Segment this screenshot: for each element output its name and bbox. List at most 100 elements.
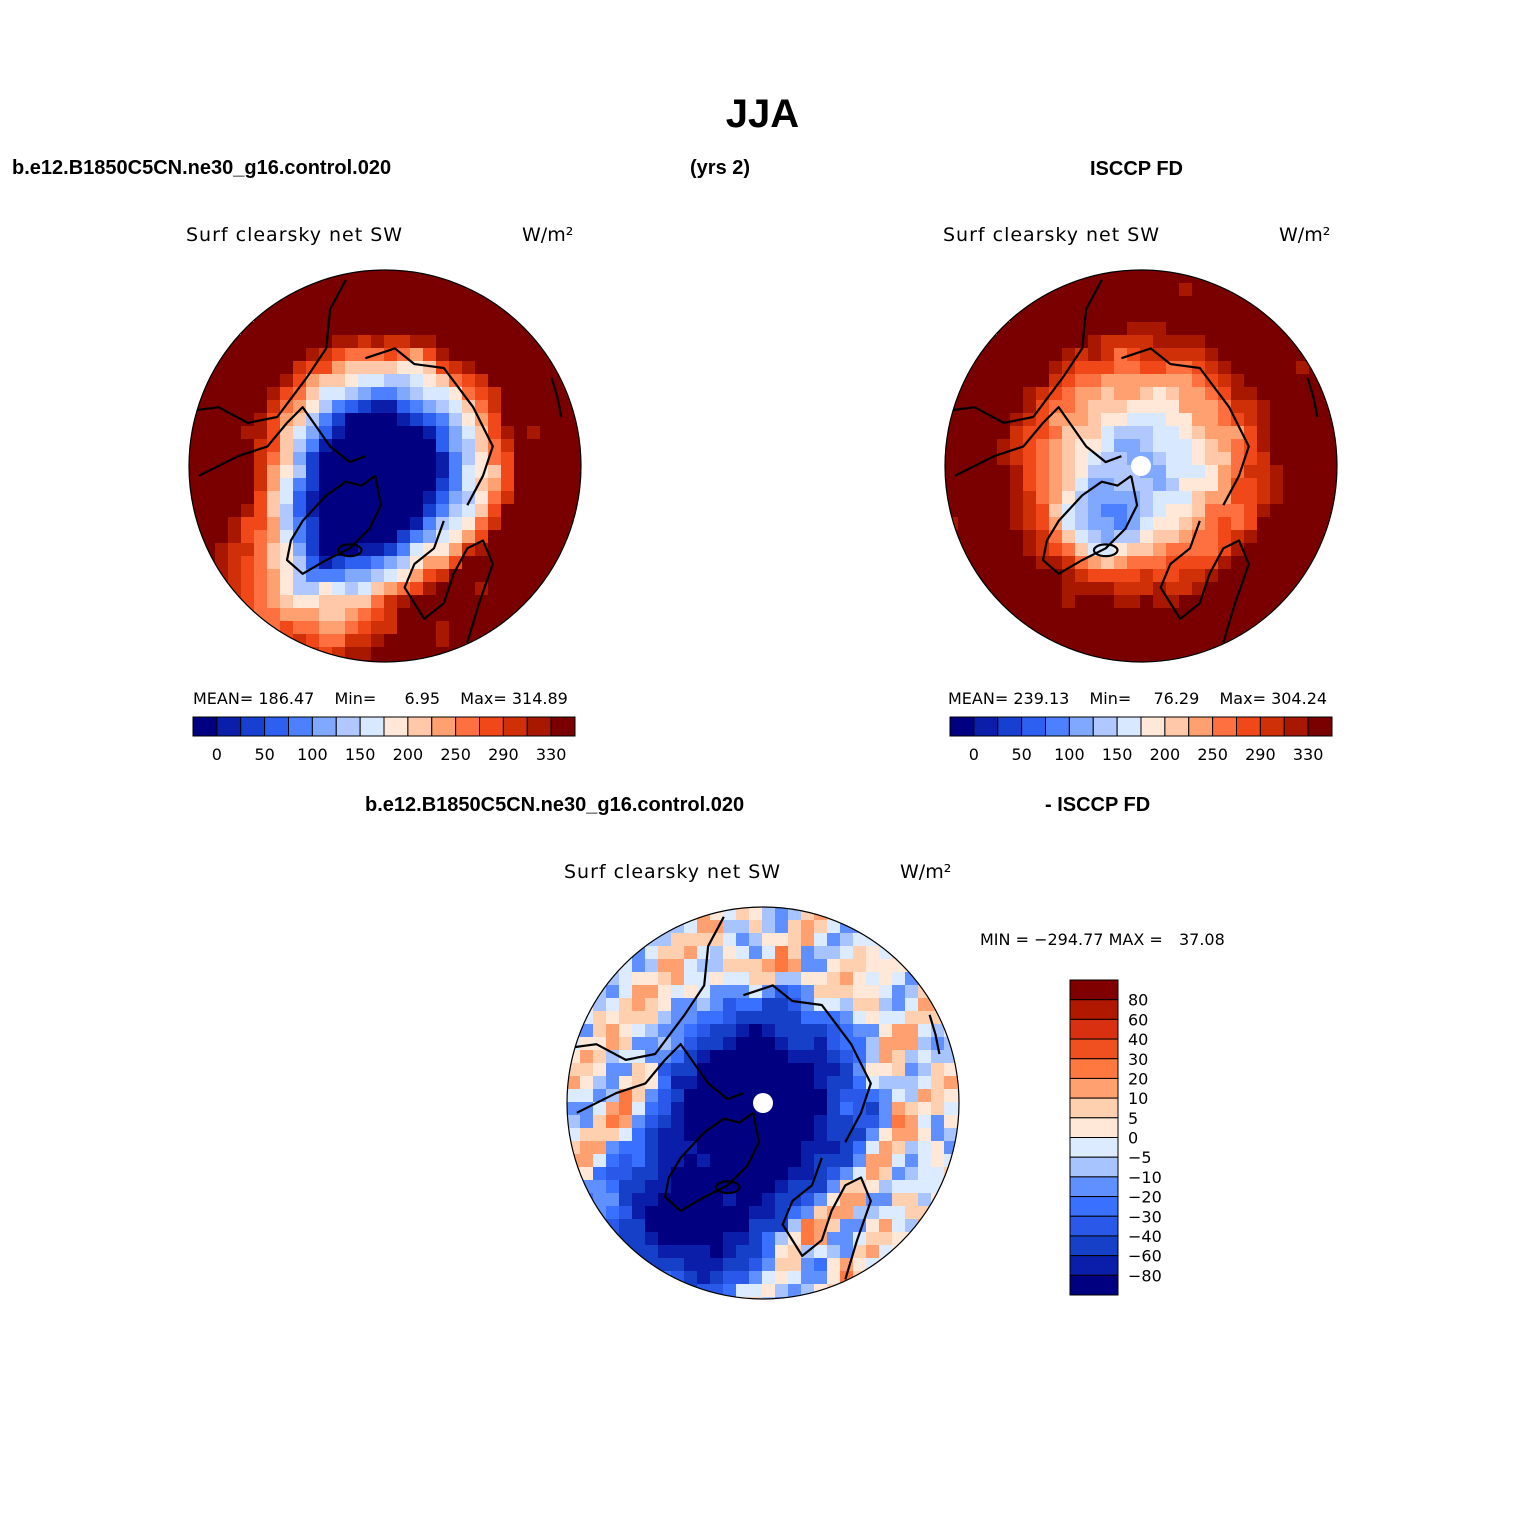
diff-map xyxy=(566,906,960,1300)
colorbar-box xyxy=(407,716,433,737)
colorbar-tick-label: 290 xyxy=(488,745,519,764)
colorbar-tick-label: 330 xyxy=(1293,745,1324,764)
panel3-stats: MIN = −294.77 MAX = 37.08 xyxy=(980,930,1225,949)
colorbar-tick-label: 0 xyxy=(212,745,222,764)
europe-coast xyxy=(1159,520,1250,643)
colorbar-box xyxy=(192,716,218,737)
min-label: MIN = xyxy=(980,930,1029,949)
siberia-coast xyxy=(1121,347,1250,506)
mean-value: 239.13 xyxy=(1013,689,1070,708)
colorbar-box xyxy=(1021,716,1046,737)
mean-label: MEAN= xyxy=(193,689,254,708)
alaska-coast xyxy=(567,916,725,1061)
colorbar-tick-label: 50 xyxy=(1011,745,1031,764)
colorbar-tick-label: 100 xyxy=(1054,745,1085,764)
island-coast xyxy=(1306,377,1319,418)
pole-mask xyxy=(1131,456,1151,476)
colorbar-box xyxy=(1116,716,1142,737)
min-label: Min= xyxy=(334,689,377,708)
panel1-units: W/m² xyxy=(522,224,574,246)
page-title: JJA xyxy=(725,92,800,136)
panel2-title: Surf clearsky net SW xyxy=(943,224,1161,246)
colorbar-box xyxy=(1069,1235,1119,1257)
colorbar-box xyxy=(1259,716,1285,737)
colorbar-box xyxy=(288,716,313,737)
colorbar-box xyxy=(1069,1156,1119,1178)
diff-obs-label: - ISCCP FD xyxy=(1045,794,1151,816)
colorbar-box xyxy=(1140,716,1166,737)
model-map-outline xyxy=(188,269,582,663)
colorbar-box xyxy=(1069,1176,1119,1198)
colorbar-box xyxy=(383,716,409,737)
siberia-coast xyxy=(743,984,872,1143)
colorbar-box xyxy=(1069,1274,1119,1296)
colorbar-tick-label: 250 xyxy=(1197,745,1228,764)
colorbar-tick-label: 330 xyxy=(536,745,567,764)
colorbar-tick-label: 200 xyxy=(1150,745,1181,764)
europe-coast xyxy=(403,520,494,643)
greenland-coast xyxy=(663,1111,761,1212)
colorbar-box xyxy=(550,716,576,737)
mean-label: MEAN= xyxy=(948,689,1009,708)
colorbar-box xyxy=(1188,716,1214,737)
colorbar-tick-label: −60 xyxy=(1128,1247,1162,1266)
obs-map-outline xyxy=(944,269,1338,663)
colorbar-box xyxy=(335,716,361,737)
colorbar-box xyxy=(1164,716,1190,737)
colorbar-tick-label: 5 xyxy=(1128,1109,1138,1128)
diff-map-coastlines xyxy=(567,916,941,1280)
colorbar-box xyxy=(973,716,999,737)
colorbar-tick-label: 60 xyxy=(1128,1010,1148,1029)
colorbar-box xyxy=(1069,1038,1119,1060)
colorbar-box xyxy=(264,716,289,737)
max-value: 314.89 xyxy=(511,689,568,708)
colorbar-box xyxy=(1212,716,1237,737)
colorbar-box xyxy=(240,716,266,737)
panel3-title: Surf clearsky net SW xyxy=(564,861,782,883)
colorbar-tick-label: 40 xyxy=(1128,1030,1148,1049)
greenland-coast xyxy=(285,474,383,575)
colorbar-box xyxy=(1069,1077,1119,1099)
colorbar-tick-label: −30 xyxy=(1128,1207,1162,1226)
island-coast xyxy=(928,1014,941,1055)
pole-mask xyxy=(753,1093,773,1113)
model-map-cells xyxy=(189,270,581,662)
colorbar-tick-label: 150 xyxy=(1102,745,1133,764)
colorbar-tick-label: −80 xyxy=(1128,1266,1162,1285)
colorbar-box xyxy=(1045,716,1070,737)
colorbar-box xyxy=(949,716,975,737)
max-value: 37.08 xyxy=(1178,930,1225,949)
colorbar-tick-label: 150 xyxy=(345,745,376,764)
siberia-coast xyxy=(365,347,494,506)
colorbar-tick-label: −20 xyxy=(1128,1188,1162,1207)
iceland-coast xyxy=(336,543,363,558)
north-america-coast xyxy=(954,406,1122,477)
iceland-coast xyxy=(714,1180,741,1195)
model-colorbar: 0 50 100 150 200 250 290 330 xyxy=(192,716,576,764)
iceland-coast xyxy=(1092,543,1119,558)
panel1-title: Surf clearsky net SW xyxy=(186,224,404,246)
island-coast xyxy=(550,377,563,418)
colorbar-box xyxy=(1069,979,1119,1001)
colorbar-tick-label: 80 xyxy=(1128,991,1148,1010)
greenland-coast xyxy=(1041,474,1139,575)
colorbar-box xyxy=(1307,716,1333,737)
max-label: Max= xyxy=(1219,689,1266,708)
obs-map xyxy=(944,269,1338,663)
north-america-coast xyxy=(576,1043,744,1114)
colorbar-box xyxy=(1069,1255,1119,1276)
colorbar-tick-label: −5 xyxy=(1128,1148,1152,1167)
max-label: MAX = xyxy=(1108,930,1163,949)
min-value: 6.95 xyxy=(404,689,441,708)
north-america-coast xyxy=(198,406,366,477)
obs-colorbar: 0 50 100 150 200 250 290 330 xyxy=(949,716,1333,764)
colorbar-box xyxy=(216,716,242,737)
colorbar-box xyxy=(1069,1137,1119,1158)
panel2-units: W/m² xyxy=(1279,224,1331,246)
colorbar-box xyxy=(1069,1117,1119,1138)
colorbar-tick-label: 30 xyxy=(1128,1050,1148,1069)
colorbar-box xyxy=(1069,1097,1119,1119)
max-label: Max= xyxy=(460,689,507,708)
